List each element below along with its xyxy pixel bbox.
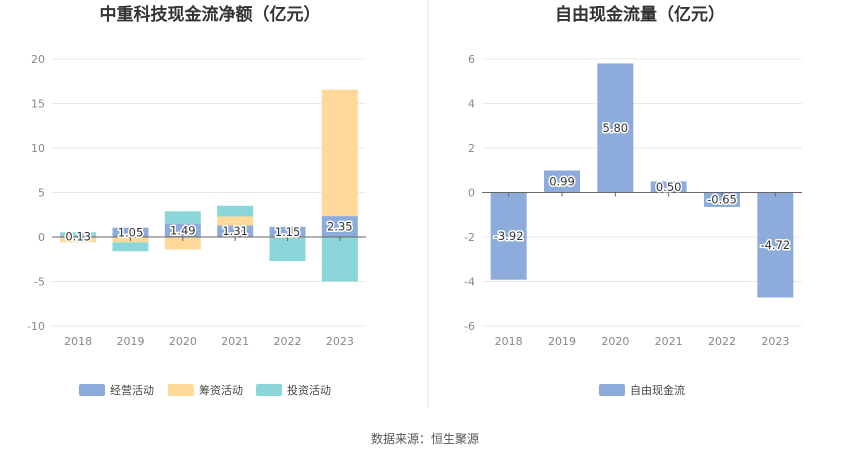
right-data-label: -3.92: [494, 229, 524, 243]
right-y-tick-label: -6: [464, 320, 475, 333]
left-data-label: 1.05: [118, 225, 144, 239]
left-bar-投资活动: [113, 242, 149, 251]
left-bar-投资活动: [217, 206, 253, 217]
right-x-tick-label: 2023: [761, 335, 789, 348]
right-chart-title: 自由现金流量（亿元）: [555, 4, 725, 25]
left-y-tick-label: 20: [31, 53, 45, 66]
left-legend-swatch: [256, 384, 282, 396]
left-x-tick-label: 2019: [117, 335, 145, 348]
left-legend-label: 经营活动: [110, 383, 154, 397]
left-data-label: 1.31: [222, 224, 248, 238]
right-y-tick-label: 2: [468, 142, 475, 155]
chart-canvas: 数据来源：恒生聚源 中重科技现金流净额（亿元） -10 -5 0 5 10 15 20 2018…: [0, 0, 850, 459]
left-data-label: 1.49: [170, 223, 196, 237]
left-bar-筹资活动: [322, 90, 358, 216]
left-legend-swatch: [168, 384, 194, 396]
right-x-tick-label: 2021: [655, 335, 683, 348]
right-legend-swatch: [599, 384, 625, 396]
right-y-tick-label: 4: [468, 98, 475, 111]
source-note: 数据来源：恒生聚源: [371, 431, 479, 446]
right-y-tick-label: -4: [464, 276, 475, 289]
left-y-tick-label: -10: [27, 320, 45, 333]
left-y-tick-label: 10: [31, 142, 45, 155]
left-legend-label: 筹资活动: [199, 383, 243, 397]
right-legend-label: 自由现金流: [630, 383, 685, 397]
left-x-tick-label: 2021: [221, 335, 249, 348]
right-y-tick-label: 0: [468, 187, 475, 200]
left-y-tick-label: 0: [38, 231, 45, 244]
left-x-tick-label: 2020: [169, 335, 197, 348]
left-legend-swatch: [79, 384, 105, 396]
right-y-tick-label: 6: [468, 53, 475, 66]
right-x-tick-label: 2019: [548, 335, 576, 348]
left-bar-投资活动: [165, 211, 201, 223]
right-data-label: 0.50: [656, 180, 682, 194]
left-y-tick-label: -5: [34, 276, 45, 289]
left-chart-title: 中重科技现金流净额（亿元）: [100, 4, 321, 25]
left-data-label: 1.15: [275, 225, 301, 239]
left-data-label: 0.13: [65, 229, 91, 243]
right-data-label: -0.65: [707, 193, 737, 207]
left-x-tick-label: 2022: [274, 335, 302, 348]
left-x-tick-label: 2018: [64, 335, 92, 348]
right-data-label: -4.72: [760, 238, 790, 252]
right-x-tick-label: 2018: [495, 335, 523, 348]
right-chart: 自由现金流量（亿元） -6 -4 -2 0 2 4 6 2018 2019 2020 2021 2022…: [464, 4, 802, 397]
charts-svg: 数据来源：恒生聚源 中重科技现金流净额（亿元）-10-5051015202018…: [0, 0, 850, 459]
right-x-tick-label: 2020: [601, 335, 629, 348]
right-x-tick-label: 2022: [708, 335, 736, 348]
left-bar-投资活动: [322, 237, 358, 282]
left-y-tick-label: 15: [31, 98, 45, 111]
right-y-tick-label: -2: [464, 231, 475, 244]
left-y-tick-label: 5: [38, 187, 45, 200]
left-data-label: 2.35: [327, 220, 353, 234]
left-chart: 中重科技现金流净额（亿元） -10 -5 0 5 10 15 20 2018 2019 2020 20…: [27, 4, 366, 397]
right-data-label: 5.80: [603, 121, 629, 135]
left-legend-label: 投资活动: [287, 383, 331, 397]
left-bar-投资活动: [270, 238, 306, 261]
left-x-tick-label: 2023: [326, 335, 354, 348]
right-data-label: 0.99: [549, 174, 575, 188]
